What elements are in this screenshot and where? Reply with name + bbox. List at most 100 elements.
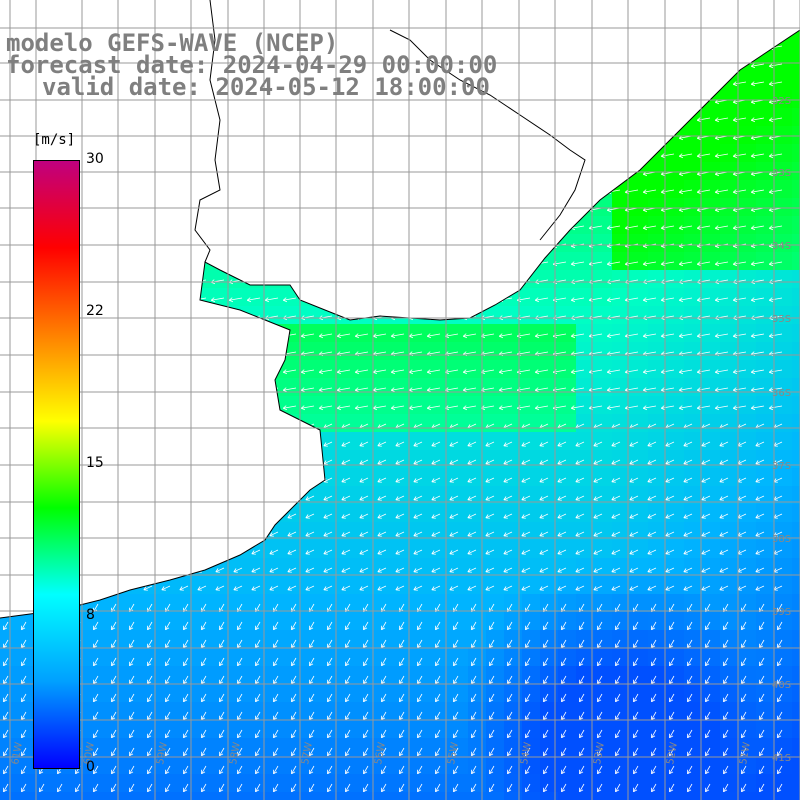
ocean-cell [558,576,576,594]
wind-arrow-icon [282,405,297,411]
ocean-cell [414,324,432,342]
ocean-cell [558,702,576,720]
ocean-cell [486,414,504,432]
ocean-cell [558,684,576,702]
ocean-cell [648,684,666,702]
wind-arrow-icon [696,333,711,339]
ocean-cell [738,270,756,288]
ocean-cell [594,288,612,306]
wind-arrow-icon [498,387,513,393]
ocean-cell [648,630,666,648]
ocean-cell [756,288,774,306]
ocean-cell [432,630,450,648]
ocean-cell [684,630,702,648]
ocean-cell [360,486,378,504]
ocean-cell [288,792,306,800]
ocean-cell [432,792,450,800]
ocean-cell [288,378,306,396]
ocean-cell [306,558,324,576]
ocean-cell [756,126,774,144]
ocean-cell [0,702,18,720]
ocean-cell [324,702,342,720]
ocean-cell [756,90,774,108]
ocean-cell [414,612,432,630]
ocean-cell [360,360,378,378]
ocean-cell [756,774,774,792]
ocean-cell [504,702,522,720]
wind-arrow-icon [714,117,729,123]
ocean-cell [720,180,738,198]
wind-arrow-icon [534,333,549,339]
ocean-cell [612,684,630,702]
ocean-cell [612,792,630,800]
ocean-cell [720,126,738,144]
ocean-cell [216,792,234,800]
ocean-cell [648,252,666,270]
ocean-cell [666,648,684,666]
ocean-cell [666,792,684,800]
ocean-cell [792,72,800,90]
ocean-cell [612,504,630,522]
ocean-cell [504,684,522,702]
ocean-cell [630,360,648,378]
ocean-cell [576,756,594,774]
ocean-cell [684,576,702,594]
ocean-cell [360,432,378,450]
ocean-cell [378,468,396,486]
ocean-cell [126,792,144,800]
ocean-cell [396,522,414,540]
ocean-cell [306,612,324,630]
ocean-cell [522,702,540,720]
ocean-cell [540,540,558,558]
ocean-cell [324,342,342,360]
ocean-cell [756,450,774,468]
ocean-cell [630,180,648,198]
ocean-cell [162,612,180,630]
ocean-cell [432,522,450,540]
ocean-cell [666,774,684,792]
ocean-cell [594,414,612,432]
ocean-cell [18,774,36,792]
ocean-cell [666,144,684,162]
ocean-cell [720,306,738,324]
ocean-cell [612,774,630,792]
ocean-cell [270,702,288,720]
ocean-cell [702,558,720,576]
ocean-cell [720,270,738,288]
ocean-cell [432,684,450,702]
wind-arrow-icon [732,261,747,267]
ocean-cell [774,738,792,756]
ocean-cell [360,774,378,792]
ocean-cell [378,522,396,540]
ocean-cell [594,270,612,288]
ocean-cell [396,594,414,612]
ocean-cell [630,288,648,306]
ocean-cell [522,594,540,612]
ocean-cell [792,738,800,756]
wind-arrow-icon [768,153,783,159]
ocean-cell [684,360,702,378]
lat-label: 39S [772,607,791,618]
ocean-cell [558,486,576,504]
ocean-cell [342,702,360,720]
ocean-cell [792,180,800,198]
ocean-cell [630,558,648,576]
ocean-cell [576,738,594,756]
ocean-cell [522,558,540,576]
ocean-cell [684,126,702,144]
ocean-cell [702,144,720,162]
ocean-cell [630,216,648,234]
ocean-cell [270,558,288,576]
ocean-cell [576,666,594,684]
ocean-cell [720,162,738,180]
ocean-cell [396,738,414,756]
ocean-cell [324,450,342,468]
ocean-cell [648,414,666,432]
ocean-cell [792,486,800,504]
ocean-cell [648,432,666,450]
ocean-cell [270,684,288,702]
ocean-cell [360,720,378,738]
ocean-cell [270,666,288,684]
ocean-cell [630,450,648,468]
ocean-cell [540,288,558,306]
